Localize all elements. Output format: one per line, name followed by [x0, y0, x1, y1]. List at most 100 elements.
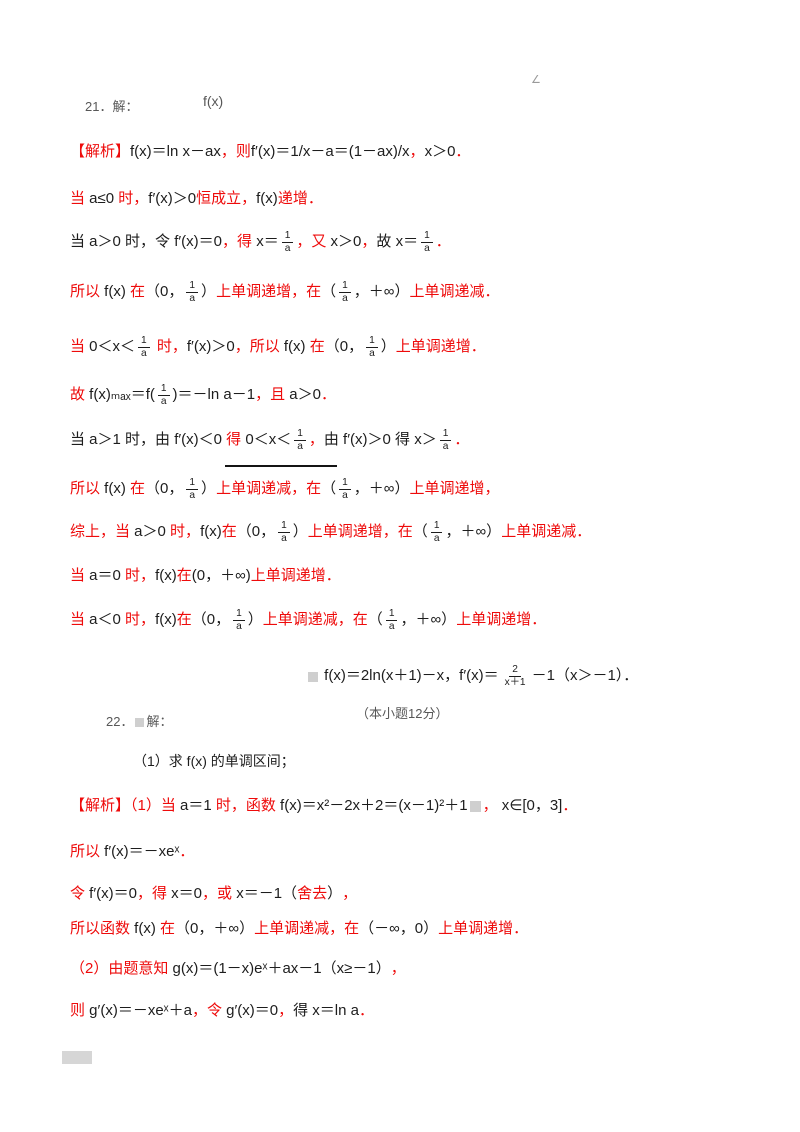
text-segment: 上单调递增， — [409, 480, 500, 498]
text-segment: 舍去 — [297, 885, 328, 902]
fraction-denominator: a — [160, 396, 167, 408]
fraction-denominator: a — [342, 490, 348, 502]
text-segment: ，令 — [191, 1002, 222, 1019]
fraction-numerator: 1 — [233, 608, 245, 622]
text-segment: 当 a＞1 时，由 f′(x)＜0 — [70, 431, 227, 449]
text-segment: 上单调递减，在 — [254, 920, 360, 937]
text-segment: ， — [308, 431, 324, 449]
text-segment: f(x) — [279, 338, 310, 356]
fraction-denominator: a — [342, 293, 348, 305]
text-segment: f(x)＝x²－2x＋2＝(x－1)²＋1 — [275, 797, 468, 814]
text-segment: ． — [358, 1002, 374, 1019]
text-segment: )＝－ln a－1 — [172, 386, 256, 404]
fraction-numerator: 1 — [294, 428, 306, 442]
text-segment: f(x) — [200, 523, 222, 541]
text-line: （本小题12分） — [356, 706, 448, 722]
text-segment: x∈[0，3] — [497, 797, 563, 814]
text-segment: 上单调递增，在 — [307, 523, 413, 541]
text-line: 当 0＜x＜ 1 a 时， f′(x)＞0 ，所以 f(x) 在（0， 1 a）上单调递增． — [70, 335, 486, 360]
text-segment: ， — [278, 1002, 294, 1019]
fraction-numerator: 1 — [339, 280, 351, 294]
redaction-box — [469, 800, 481, 812]
fraction-numerator: 1 — [281, 230, 294, 244]
fraction-numerator: 1 — [186, 477, 199, 491]
text-line: 【解析】 f(x)＝ln x－ax ，则 f′(x)＝1/x－a＝(1－ax)/x， x… — [70, 143, 470, 162]
text-segment: 在 — [221, 523, 237, 541]
text-segment: ． — [455, 143, 471, 160]
text-segment: ． — [454, 431, 470, 449]
fraction-denominator: a — [141, 348, 147, 360]
fraction-denominator: a — [281, 533, 287, 545]
text-line: 当 a＝0 时， f(x) 在 (0，＋∞) 上单调递增． — [70, 567, 341, 586]
text-segment: ，＋∞） — [400, 611, 457, 629]
text-segment: ，＋∞） — [445, 523, 502, 541]
text-segment: ， — [361, 233, 377, 251]
text-segment: 时，函数 — [215, 797, 276, 814]
text-line: 22． 解： — [106, 714, 172, 730]
text-line: 令 f′(x)＝0 ，得 x＝0 ，或 x＝－1（ 舍去）， — [70, 885, 357, 904]
text-segment: 所以 — [70, 283, 101, 301]
text-segment: ） — [201, 480, 217, 498]
text-segment: 恒成立， — [196, 190, 257, 207]
redaction-box — [135, 717, 145, 727]
text-segment: f′(x)＝0 — [85, 885, 137, 902]
text-segment: 上单调递减． — [409, 283, 500, 301]
text-segment: 上单调递减，在 — [216, 480, 322, 498]
text-segment: x＞0 — [326, 233, 362, 251]
text-segment: g′(x)＝0 — [221, 1002, 279, 1019]
fraction-denominator: a — [442, 441, 449, 453]
text-segment: 0＜x＜ — [241, 431, 292, 449]
fraction-denominator: a — [284, 243, 291, 255]
text-segment: 解： — [146, 714, 173, 729]
text-segment: （ — [412, 523, 428, 541]
text-segment: （1）求 f(x) 的单调区间； — [133, 753, 295, 769]
text-segment: （ — [321, 283, 337, 301]
text-segment: （ — [367, 611, 383, 629]
text-line: 综上，当 a＞0 时， f(x) 在（0， 1 a）上单调递增，在（1 a ，＋∞） 上单调递… — [70, 520, 591, 545]
text-segment: ） — [201, 283, 217, 301]
text-segment: g′(x)＝－xeˣ＋a — [85, 1002, 192, 1019]
text-segment: 时， — [125, 611, 156, 629]
fraction-numerator: 1 — [366, 335, 378, 349]
fraction-denominator: x＋1 — [504, 677, 526, 689]
fraction-denominator: a — [424, 243, 430, 255]
text-segment: ，得 — [137, 885, 168, 902]
text-segment: a＝0 — [85, 567, 126, 584]
text-segment: ， — [390, 960, 406, 977]
text-segment: 所以函数 — [70, 920, 131, 937]
fraction-numerator: 2 — [509, 664, 521, 678]
text-segment: 在 — [176, 611, 192, 629]
fraction-numerator: 1 — [157, 383, 170, 397]
text-line: （2）由题意知 g(x)＝(1－x)eˣ＋ax－1（x≥－1）， — [70, 960, 406, 979]
text-segment: f(x) — [203, 93, 224, 109]
text-segment: f′(x)＞0 — [186, 338, 235, 356]
text-segment: ，又 — [296, 233, 327, 251]
fraction-denominator: a — [433, 533, 440, 545]
text-segment: ，所以 — [234, 338, 280, 356]
text-line: 所以函数 f(x) 在（0，＋∞） 上单调递减，在 （－∞，0） 上单调递增． — [70, 920, 528, 939]
text-segment: 递增． — [277, 190, 323, 207]
text-segment: 在 — [176, 567, 192, 584]
text-segment: a＜0 — [85, 611, 126, 629]
text-segment: 上单调递增． — [456, 611, 547, 629]
text-segment: ， — [342, 885, 358, 902]
text-segment: ． — [179, 843, 195, 860]
text-segment: f(x) — [100, 480, 131, 498]
text-segment: x＝ — [252, 233, 279, 251]
text-segment: x＝－1（ — [232, 885, 298, 902]
text-line: 当 a＞1 时，由 f′(x)＜0 得 0＜x＜ 1 a，由 f′(x)＞0 得 x… — [70, 428, 469, 453]
fraction-denominator: a — [369, 348, 375, 360]
text-segment: 当 — [70, 338, 86, 356]
text-line: （1）求 f(x) 的单调区间； — [133, 753, 295, 771]
text-line: 21．解： — [85, 99, 138, 115]
